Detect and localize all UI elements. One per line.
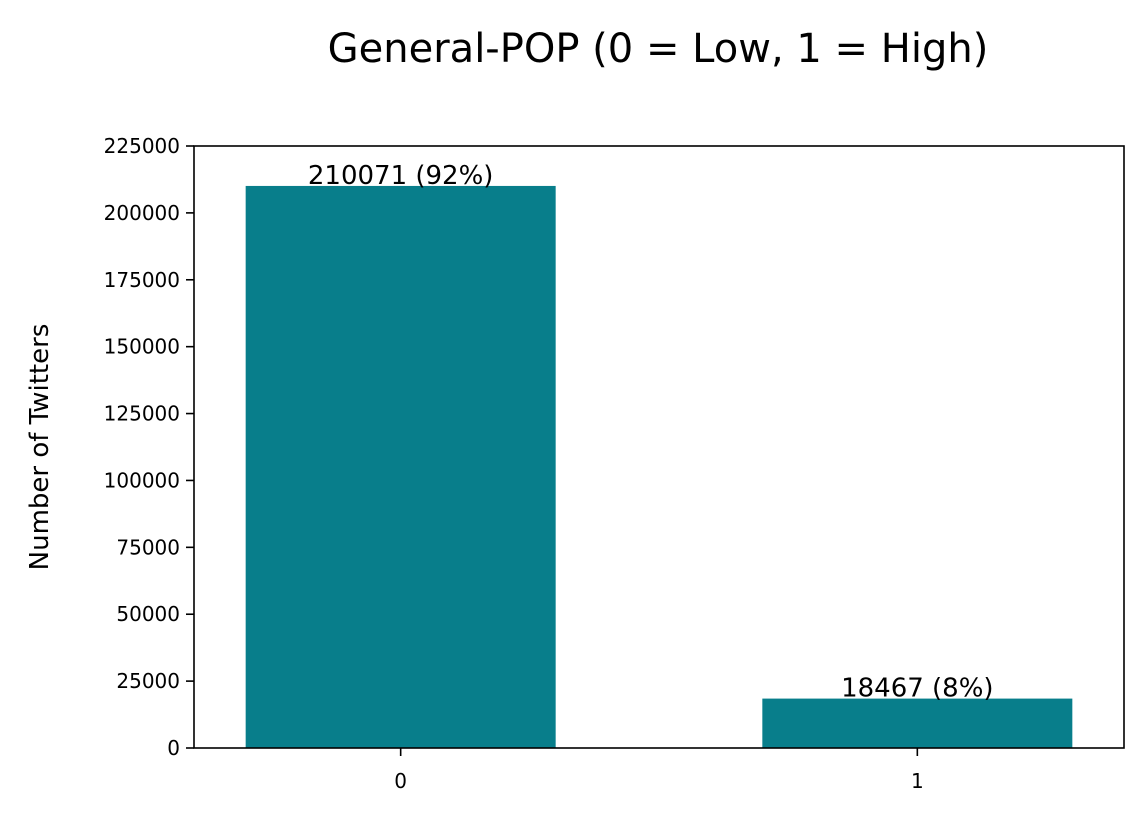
y-tick-label-150000: 150000 xyxy=(104,335,180,359)
y-tick-label-100000: 100000 xyxy=(104,468,180,492)
data-label-0: 210071 (92%) xyxy=(308,161,494,191)
x-tick-label-1: 1 xyxy=(911,769,924,793)
data-label-1: 18467 (8%) xyxy=(841,674,994,704)
bar-0 xyxy=(245,185,556,749)
x-tick-label-0: 0 xyxy=(394,769,407,793)
y-tick-label-225000: 225000 xyxy=(104,134,180,158)
chart-title: General-POP (0 = Low, 1 = High) xyxy=(328,26,989,72)
y-tick-label-50000: 50000 xyxy=(116,602,180,626)
plot-area: 210071 (92%)18467 (8%)025000500007500010… xyxy=(104,134,1125,793)
y-tick-label-175000: 175000 xyxy=(104,268,180,292)
y-tick-label-75000: 75000 xyxy=(116,535,180,559)
y-tick-label-200000: 200000 xyxy=(104,201,180,225)
bar-1 xyxy=(762,698,1073,748)
y-tick-label-0: 0 xyxy=(167,736,180,760)
y-tick-label-25000: 25000 xyxy=(116,669,180,693)
y-axis-label: Number of Twitters xyxy=(25,324,55,571)
plot-frame xyxy=(193,145,1125,749)
y-tick-label-125000: 125000 xyxy=(104,402,180,426)
